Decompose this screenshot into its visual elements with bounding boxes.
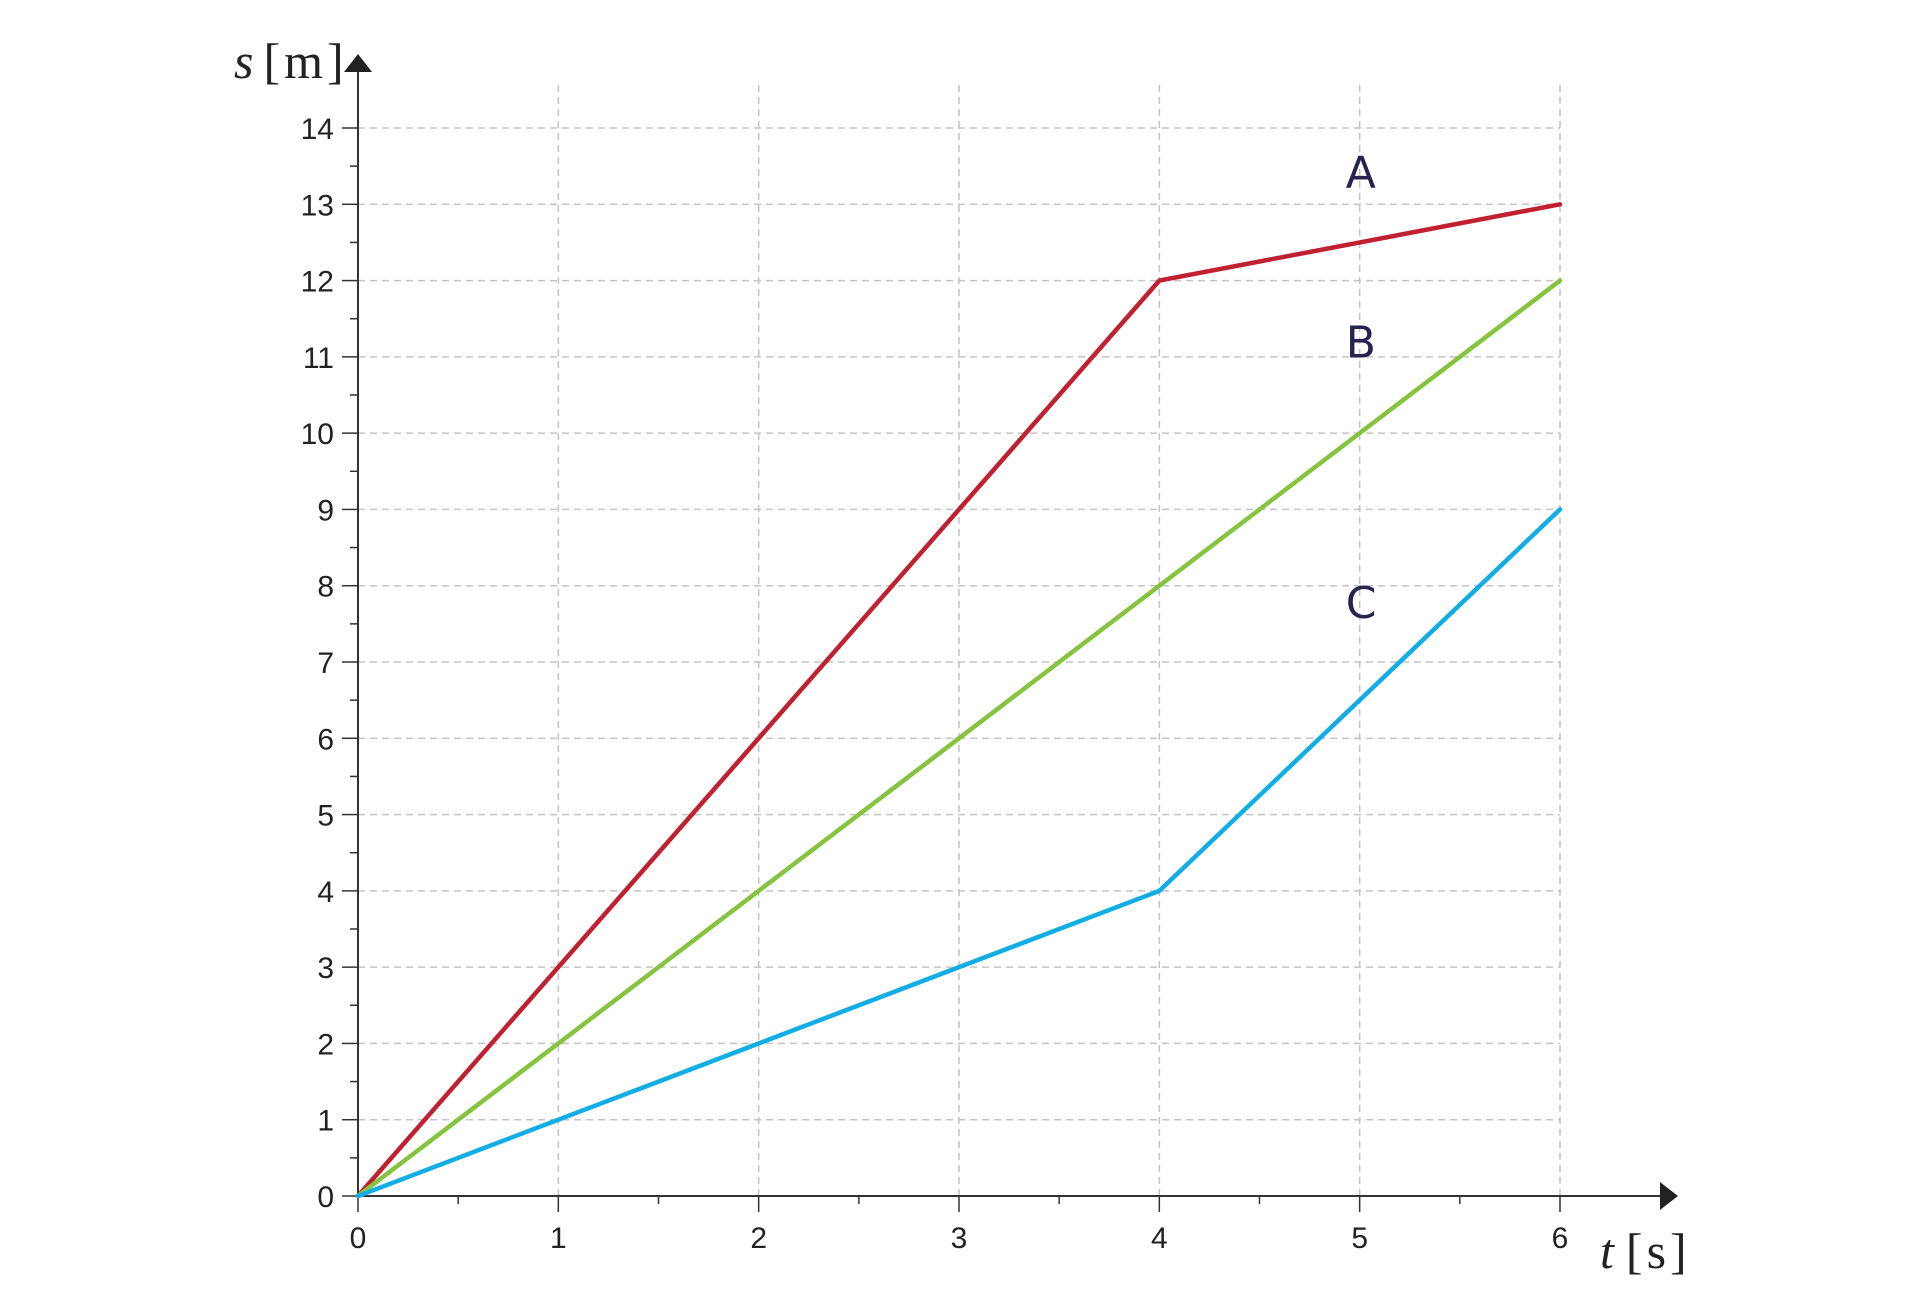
series-line-a: [355, 202, 1563, 1199]
x-tick-label: 2: [750, 1222, 767, 1255]
x-tick-label: 3: [951, 1222, 968, 1255]
x-tick-label: 1: [550, 1222, 567, 1255]
x-axis-title: t [ s ]: [1600, 1223, 1687, 1279]
series-line-c: [355, 507, 1563, 1199]
y-tick-label: 9: [317, 494, 334, 527]
y-tick-label: 3: [317, 952, 334, 985]
y-tick-label: 0: [317, 1181, 334, 1214]
axes: [344, 54, 1678, 1210]
y-tick-label: 5: [317, 800, 334, 833]
y-tick-label: 7: [317, 647, 334, 680]
y-tick-label: 11: [303, 342, 334, 375]
y-tick-label: 13: [301, 189, 334, 222]
y-axis-title: s [ m ]: [234, 33, 344, 89]
y-tick-label: 1: [317, 1105, 334, 1138]
x-tick-label: 0: [350, 1222, 367, 1255]
y-tick-label: 2: [317, 1028, 334, 1061]
x-axis-unit-open: [: [1626, 1223, 1643, 1279]
x-tick-label: 5: [1351, 1222, 1368, 1255]
x-axis-unit-close: ]: [1670, 1223, 1687, 1279]
y-tick-label: 4: [317, 876, 334, 909]
grid: [358, 80, 1561, 1196]
x-tick-label: 6: [1552, 1222, 1569, 1255]
series-line-b: [355, 278, 1563, 1199]
series-label-c: C: [1346, 578, 1377, 629]
x-axis-variable: t: [1600, 1223, 1615, 1279]
y-axis-unit-open: [: [263, 33, 280, 89]
x-axis-arrow: [1660, 1182, 1678, 1210]
y-axis-unit-close: ]: [327, 33, 344, 89]
x-axis-unit: s: [1647, 1223, 1666, 1279]
x-tick-label: 4: [1151, 1222, 1168, 1255]
series-lines: [355, 202, 1563, 1199]
y-axis-variable: s: [234, 33, 253, 89]
y-tick-label: 10: [301, 418, 334, 451]
series-label-b: B: [1346, 318, 1376, 369]
y-axis-unit: m: [284, 33, 323, 89]
y-tick-label: 12: [301, 266, 334, 299]
y-tick-label: 6: [317, 723, 334, 756]
y-axis-arrow: [344, 54, 372, 72]
series-labels: A B C: [1346, 148, 1377, 629]
y-tick-label: 8: [317, 571, 334, 604]
y-tick-label: 14: [301, 113, 334, 146]
series-label-a: A: [1346, 148, 1376, 199]
